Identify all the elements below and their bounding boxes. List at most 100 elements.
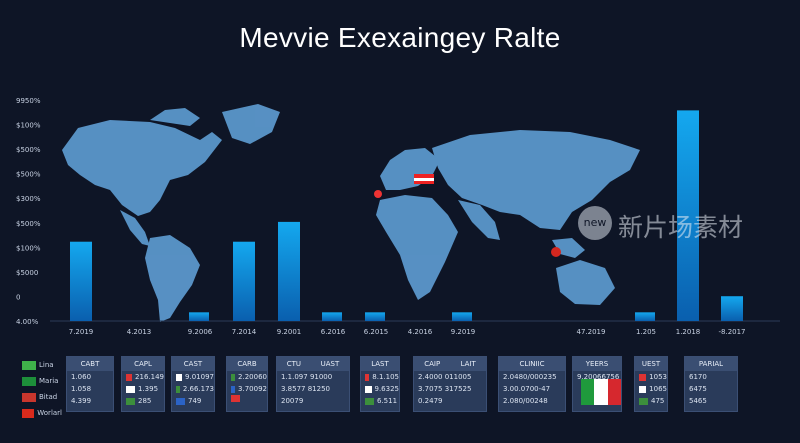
y-tick-label: $300% xyxy=(16,195,41,203)
data-panel: CAIP LAIT 2.4000 011005 3.7075 317525 0.2479 xyxy=(413,356,487,412)
y-tick-label: $100% xyxy=(16,122,41,130)
flag-icon xyxy=(176,373,183,381)
panel-header: UEST xyxy=(635,357,667,371)
x-tick-label: 4.2016 xyxy=(408,328,433,336)
x-tick-label: -8.2017 xyxy=(718,328,745,336)
world-map xyxy=(62,104,640,322)
flag-icon xyxy=(365,397,374,405)
panel-cell: 1.058 xyxy=(71,385,92,393)
flag-icon xyxy=(365,373,370,381)
bar-9.2019 xyxy=(452,312,472,321)
y-tick-label: $500% xyxy=(16,171,41,179)
bar-chart: 9950% $100% $500% $500% $300% $500% $100% $5000… xyxy=(16,97,780,336)
panel-cell: 3.00.0700-47 xyxy=(503,385,551,393)
data-panel: CAST 9.01097 2.66.173 749 xyxy=(171,356,215,412)
panel-header-label: YEERS xyxy=(585,360,609,368)
panel-cell: 2.4000 011005 xyxy=(418,373,472,381)
panel-cell: 2.0480/000235 xyxy=(503,373,557,381)
legend-label: Worlarl xyxy=(37,409,62,417)
watermark-text: 新片场素材 xyxy=(618,213,744,242)
panel-header-label: CAPL xyxy=(134,360,152,368)
legend-swatch xyxy=(22,360,36,370)
legend-label: Bitad xyxy=(39,393,58,401)
panel-cell: 5465 xyxy=(689,397,707,405)
data-panel: UEST 1053 1065 475 xyxy=(634,356,668,412)
legend-item: Worlarl xyxy=(22,405,62,421)
legend-swatch xyxy=(22,408,35,418)
legend-item: Maria xyxy=(22,373,62,389)
flag-icon xyxy=(126,397,135,405)
y-tick-label: $500% xyxy=(16,220,41,228)
x-tick-label: 1.2018 xyxy=(676,328,701,336)
flag-icon xyxy=(231,385,236,393)
panel-header-label: PARIAL xyxy=(698,360,724,368)
y-tick-label: 4.00% xyxy=(16,318,39,326)
panel-cell: 2.66.173 xyxy=(172,383,214,395)
panel-cell: 6.511 xyxy=(361,395,399,407)
panel-header-label: LAST xyxy=(371,360,389,368)
panel-cell: 6170 xyxy=(689,373,707,381)
data-panel: CAPL 216.149 1.395 285 xyxy=(121,356,165,412)
panel-cell: 6475 xyxy=(689,385,707,393)
panel-cell: 9.20066756 xyxy=(577,373,620,381)
flag-icon xyxy=(176,397,185,405)
y-tick-label: 0 xyxy=(16,293,20,301)
x-tick-label: 7.2014 xyxy=(232,328,257,336)
bar-7.2014 xyxy=(233,241,255,321)
panel-header: YEERS xyxy=(573,357,621,371)
panel-header: PARIAL xyxy=(685,357,737,371)
data-panel: YEERS 9.20066756 xyxy=(572,356,622,412)
flag-icon xyxy=(365,385,372,393)
y-tick-label: $100% xyxy=(16,244,41,252)
bar-1.2018 xyxy=(677,110,699,321)
map-pin xyxy=(374,190,382,198)
panel-header: CAPL xyxy=(122,357,164,371)
panel-cell: 20079 xyxy=(281,397,304,405)
data-panel: CARB 2.20060 3.70092 xyxy=(226,356,268,412)
panel-cell: 749 xyxy=(172,395,214,407)
panel-header-label: LAIT xyxy=(460,360,476,368)
panel-header: LAST xyxy=(361,357,399,371)
watermark: new 新片场素材 xyxy=(578,204,768,244)
data-panel: CABT 1.060 1.058 4.399 xyxy=(66,356,114,412)
legend-item: Lina xyxy=(22,357,62,373)
panel-cell xyxy=(227,395,267,402)
panel-header: CTU UAST xyxy=(277,357,349,371)
panel-header-label: CTU xyxy=(286,360,302,368)
panel-cell: 3.8577 81250 xyxy=(281,385,330,393)
data-panel: CLINIIC 2.0480/000235 3.00.0700-47 2.080/00… xyxy=(498,356,566,412)
panel-header-label: UEST xyxy=(641,360,661,368)
panel-header-label: CLINIIC xyxy=(519,360,545,368)
panel-header: CABT xyxy=(67,357,113,371)
y-tick-label: $500% xyxy=(16,146,41,154)
y-tick-label: $5000 xyxy=(16,269,38,277)
flag-icon xyxy=(126,373,133,381)
panel-cell: 1053 xyxy=(635,371,667,383)
flag-icon xyxy=(231,395,240,402)
bar--8.2017 xyxy=(721,296,743,321)
flag-icon xyxy=(176,385,180,393)
legend-swatch xyxy=(22,376,36,386)
bar-6.2016 xyxy=(322,312,342,321)
bar-6.2015 xyxy=(365,312,385,321)
panel-cell: 3.7075 317525 xyxy=(418,385,472,393)
panel-cell: 2.080/00248 xyxy=(503,397,548,405)
panel-cell: 4.399 xyxy=(71,397,92,405)
chart-title: Mevvie Exexaingey Ralte xyxy=(239,22,561,53)
flag-icon xyxy=(231,373,236,381)
flag-icon xyxy=(639,397,648,405)
watermark-badge: new xyxy=(578,206,612,240)
flag-icon xyxy=(639,373,647,381)
panel-cell: 1065 xyxy=(635,383,667,395)
y-tick-label: 9950% xyxy=(16,97,41,105)
x-tick-label: 9.2001 xyxy=(277,328,302,336)
x-tick-label: 7.2019 xyxy=(69,328,94,336)
italy-flag-icon xyxy=(581,379,621,405)
x-tick-label: 9.2006 xyxy=(188,328,213,336)
x-tick-label: 47.2019 xyxy=(577,328,606,336)
bar-1.205 xyxy=(635,312,655,321)
data-panel: LAST 8.1.105 9.6325 6.511 xyxy=(360,356,400,412)
flag-icon xyxy=(639,385,647,393)
panel-header: CLINIIC xyxy=(499,357,565,371)
panel-header-label: UAST xyxy=(320,360,340,368)
